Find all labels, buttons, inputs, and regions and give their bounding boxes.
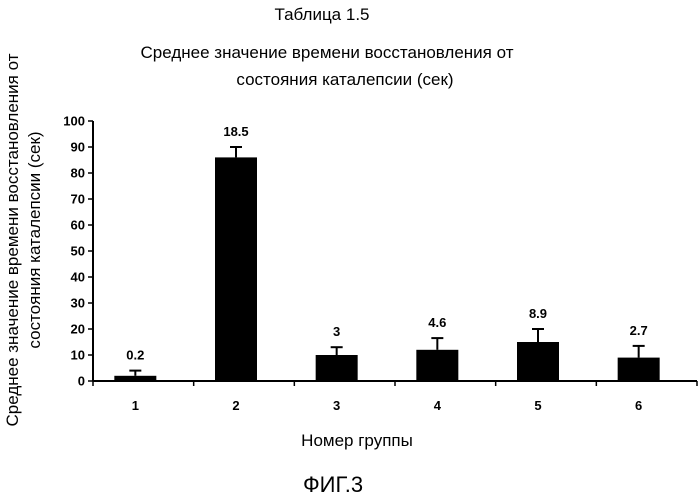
x-axis-label: Номер группы xyxy=(301,431,413,450)
y-axis-label-line-2: состояния каталепсии (сек) xyxy=(25,131,44,348)
y-ticks: 0 10 20 30 40 50 60 70 80 90 100 xyxy=(63,114,93,389)
x-tick-label: 1 xyxy=(132,398,139,413)
y-tick-label: 20 xyxy=(71,322,85,337)
chart-title-line-1: Среднее значение времени восстановления … xyxy=(141,43,514,62)
x-tick-label: 5 xyxy=(534,398,541,413)
data-label: 0.2 xyxy=(126,348,144,363)
table-caption: Таблица 1.5 xyxy=(274,5,369,24)
data-label: 4.6 xyxy=(428,315,446,330)
y-tick-label: 50 xyxy=(71,244,85,259)
data-label: 8.9 xyxy=(529,306,547,321)
y-tick-label: 0 xyxy=(78,374,85,389)
y-tick-label: 70 xyxy=(71,192,85,207)
y-axis-label-line-1: Среднее значение времени восстановления … xyxy=(3,53,22,426)
x-tick-label: 3 xyxy=(333,398,340,413)
figure-caption: ФИГ.3 xyxy=(303,472,363,497)
bar xyxy=(517,342,559,381)
y-tick-label: 10 xyxy=(71,348,85,363)
bars: 0.2 18.5 3 4.6 8.9 2.7 xyxy=(114,124,659,381)
bar xyxy=(114,376,156,381)
y-tick-label: 30 xyxy=(71,296,85,311)
y-tick-label: 40 xyxy=(71,270,85,285)
x-tick-label: 4 xyxy=(434,398,442,413)
bar xyxy=(316,355,358,381)
data-label: 2.7 xyxy=(630,323,648,338)
chart-title-line-2: состояния каталепсии (сек) xyxy=(236,70,453,89)
y-tick-label: 90 xyxy=(71,140,85,155)
bar xyxy=(416,350,458,381)
y-tick-label: 80 xyxy=(71,166,85,181)
y-tick-label: 60 xyxy=(71,218,85,233)
x-tick-label: 6 xyxy=(635,398,642,413)
x-tick-label: 2 xyxy=(232,398,239,413)
y-tick-label: 100 xyxy=(63,114,85,129)
bar xyxy=(618,358,660,381)
bar xyxy=(215,157,257,381)
data-label: 18.5 xyxy=(223,124,248,139)
x-ticks: 1 2 3 4 5 6 xyxy=(93,381,697,413)
data-label: 3 xyxy=(333,324,340,339)
